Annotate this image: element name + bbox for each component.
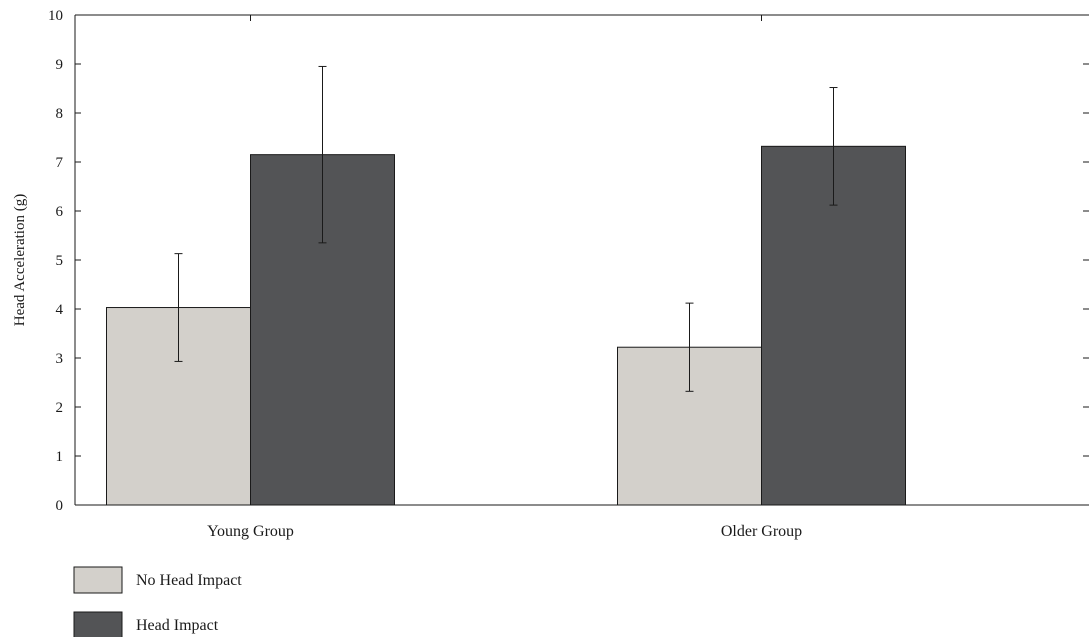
legend: No Head Impact Head Impact [73,566,242,637]
x-axis-categories: Young Group Older Group [207,523,802,540]
y-tick-label: 7 [56,155,64,171]
y-tick-label: 5 [56,253,64,269]
error-bars-group [174,65,838,392]
bar-head-impact [761,145,906,506]
y-tick-label: 9 [56,57,64,73]
y-tick-label: 6 [56,204,64,220]
bars-group [106,145,906,506]
y-tick-label: 8 [56,106,64,122]
legend-swatch [73,611,123,637]
legend-label: Head Impact [136,617,219,634]
y-tick-label: 3 [56,351,64,367]
y-tick-label: 0 [56,498,64,514]
x-category-label: Young Group [207,523,294,540]
y-tick-label: 10 [48,8,63,24]
legend-swatch [73,566,123,594]
y-tick-label: 4 [56,302,64,318]
x-category-label: Older Group [721,523,802,540]
y-tick-label: 1 [56,449,64,465]
y-axis-ticks: 0 1 2 3 4 5 6 7 8 9 10 [48,8,1089,514]
y-axis-title: Head Acceleration (g) [12,194,28,326]
y-tick-label: 2 [56,400,64,416]
legend-label: No Head Impact [136,572,242,589]
